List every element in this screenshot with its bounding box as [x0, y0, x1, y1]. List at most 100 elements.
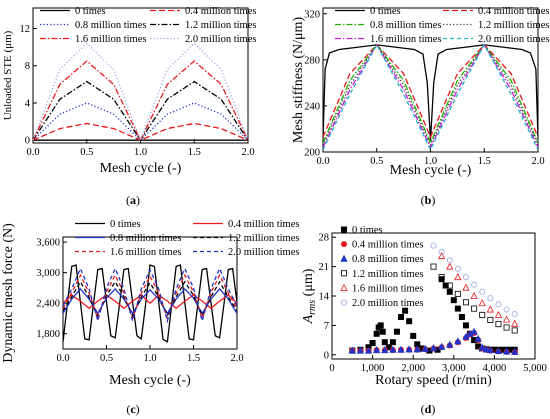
data-point: [402, 307, 409, 314]
x-tick-label: 2.0: [531, 156, 544, 167]
data-point: [446, 340, 454, 348]
x-tick-label: 4,000: [483, 363, 507, 374]
data-point: [462, 322, 469, 329]
legend-marker: [340, 241, 347, 248]
series-line-2: [323, 43, 538, 145]
data-point: [502, 315, 511, 323]
panel-label: (b): [421, 193, 436, 207]
data-point: [421, 344, 430, 352]
x-tick-label: 2.0: [230, 353, 243, 364]
data-point: [450, 297, 457, 304]
x-tick-label: 5,000: [523, 363, 547, 374]
x-tick-label: 3,000: [442, 363, 466, 374]
series-line-3: [33, 80, 248, 142]
legend-label: 1.2 million times: [228, 233, 299, 244]
x-tick-label: 0.0: [56, 353, 69, 364]
series-line-4: [63, 273, 237, 321]
y-tick-label: 0: [25, 136, 30, 147]
data-point: [471, 281, 478, 288]
data-point: [458, 313, 465, 320]
legend-label: 0.4 million times: [185, 6, 256, 17]
data-point: [381, 346, 389, 354]
data-point: [446, 282, 453, 289]
data-point: [438, 274, 445, 281]
data-point: [438, 248, 445, 255]
legend-label: 0.8 million times: [370, 20, 441, 31]
chart-panel-b: 0.0 0.5 1.0 1.5 2.0 200 240 280 320 Mesh cycle (-…: [291, 6, 549, 207]
y-tick-label: 3,000: [36, 268, 60, 279]
series-line-0: [63, 264, 237, 343]
data-point: [486, 346, 494, 354]
data-point: [478, 299, 486, 307]
series-line-1: [33, 122, 248, 141]
x-tick-label: 2.0: [241, 147, 254, 158]
x-tick-label: 1.0: [143, 353, 156, 364]
y-tick-label: 14: [319, 292, 330, 303]
legend-label: 1.2 million times: [352, 269, 423, 280]
data-point: [356, 346, 365, 354]
data-point: [479, 288, 486, 295]
y-tick-label: 7: [324, 321, 329, 332]
legend-label: 1.6 million times: [370, 34, 441, 45]
x-tick-label: 1.0: [424, 156, 437, 167]
y-tick-label: 240: [304, 101, 320, 112]
legend-marker: [340, 270, 347, 277]
x-tick-label: 0.5: [100, 353, 113, 364]
legend-marker: [340, 254, 348, 262]
legend-label: 0 times: [110, 219, 141, 230]
x-tick-label: 1.0: [134, 147, 147, 158]
data-point: [410, 332, 417, 339]
data-point: [503, 324, 510, 331]
data-point: [389, 345, 397, 353]
data-point: [511, 319, 519, 327]
data-point: [494, 346, 503, 355]
data-point: [438, 276, 445, 283]
series-line-0: [323, 44, 538, 141]
x-axis-label: Rotary speed (r/min): [375, 373, 492, 388]
legend-marker: [340, 299, 347, 306]
data-point: [413, 345, 421, 353]
data-point: [454, 265, 461, 272]
x-tick-label: 2,000: [401, 363, 425, 374]
plot-frame: [331, 232, 536, 360]
data-point: [482, 345, 490, 353]
legend-label: 0.4 million times: [352, 240, 423, 251]
data-point: [502, 347, 511, 355]
chart-panel-c: 0.0 0.5 1.0 1.5 2.0 1,800 2,400 3,000 3,600 Mesh …: [1, 219, 299, 416]
legend-label: 2.0 million times: [352, 298, 423, 309]
data-point: [479, 311, 486, 318]
legend-label: 0.4 million times: [478, 6, 549, 17]
data-point: [348, 346, 356, 354]
y-tick-label: 320: [304, 9, 320, 20]
data-point: [511, 347, 519, 355]
data-point: [478, 343, 486, 351]
data-point: [454, 305, 461, 312]
y-tick-label: 3,600: [36, 238, 60, 249]
data-point: [398, 313, 405, 320]
data-point: [430, 263, 437, 270]
series-4: [437, 252, 519, 327]
data-point: [471, 305, 478, 312]
data-point: [429, 344, 438, 352]
data-point: [373, 330, 380, 337]
x-tick-label: 0.0: [316, 156, 329, 167]
legend-label: 0 times: [370, 6, 401, 17]
data-point: [381, 339, 388, 346]
series-line-4: [33, 60, 248, 142]
series-line-1: [63, 294, 237, 310]
panel-label: (c): [126, 402, 139, 416]
x-tick-label: 1.5: [478, 156, 491, 167]
data-point: [511, 327, 518, 334]
legend-label: 0.8 million times: [75, 20, 146, 31]
y-axis-label: Mesh stiffness (N/μm): [291, 17, 306, 144]
data-point: [486, 305, 494, 313]
series-line-3: [323, 43, 538, 147]
series-line-1: [323, 43, 538, 139]
data-point: [437, 252, 446, 260]
y-tick-label: 8: [25, 61, 30, 72]
data-point: [364, 346, 373, 354]
data-point: [487, 316, 494, 323]
y-tick-label: 280: [304, 55, 320, 66]
y-axis-label: Unloaded STE (μm): [2, 30, 14, 120]
